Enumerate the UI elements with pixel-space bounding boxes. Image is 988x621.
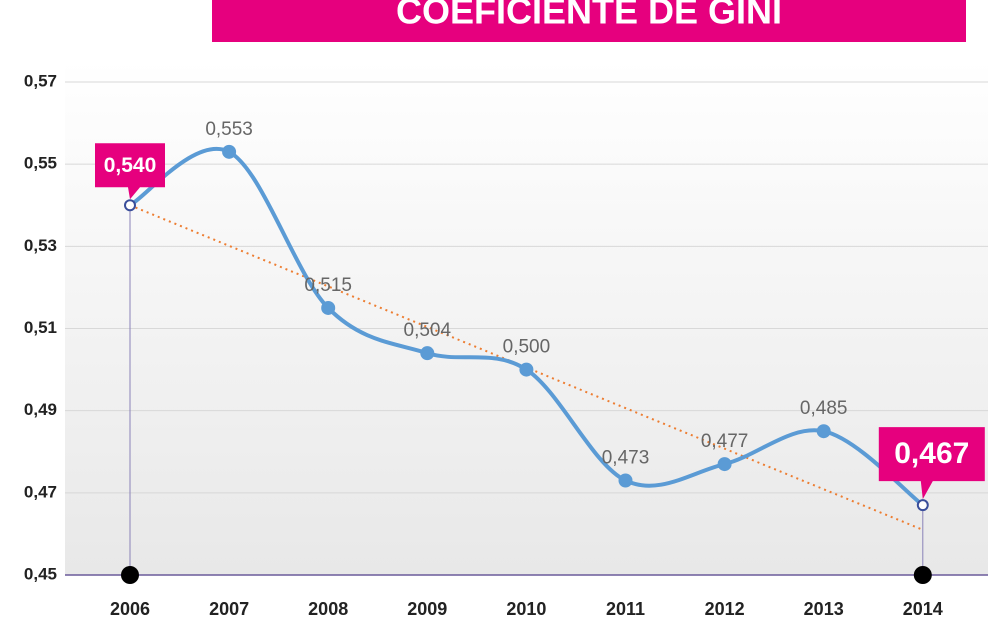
x-tick-label: 2009 [407,599,447,619]
callout-label: 0,467 [894,437,969,470]
value-label: 0,500 [503,337,551,358]
y-tick-label: 0,49 [24,400,57,419]
chart-title: COEFICIENTE DE GINI [396,0,782,32]
value-label: 0,515 [304,275,352,296]
callout [95,143,165,200]
point [124,199,136,212]
x-tick-label: 2014 [903,599,943,619]
x-tick-label: 2007 [209,599,249,619]
plot-background [65,60,988,575]
point [420,346,435,361]
axis-dot [913,566,932,584]
y-tick-label: 0,51 [24,318,57,337]
x-tick-label: 2013 [804,599,844,619]
y-tick-label: 0,47 [24,482,57,501]
y-tick-label: 0,53 [24,236,57,255]
point [916,499,929,512]
x-tick-label: 2012 [705,599,745,619]
value-label: 0,477 [701,431,749,452]
value-label: 0,504 [404,320,452,341]
callout [878,427,985,500]
point [321,300,336,315]
y-tick-label: 0,55 [24,154,57,173]
y-tick-label: 0,45 [24,564,57,583]
point [519,362,534,377]
callout-label: 0,540 [104,154,157,177]
point [618,473,633,488]
axis-dot [121,566,139,584]
x-tick-label: 2011 [606,599,645,619]
x-tick-label: 2010 [506,599,546,619]
value-label: 0,473 [602,448,650,469]
title-bar [212,0,966,42]
point [222,144,237,159]
value-label: 0,553 [205,119,253,140]
point [816,424,831,439]
value-label: 0,485 [800,398,848,419]
y-tick-label: 0,57 [24,71,57,90]
point [717,457,732,472]
x-tick-label: 2008 [308,599,348,619]
x-tick-label: 2006 [110,599,150,619]
